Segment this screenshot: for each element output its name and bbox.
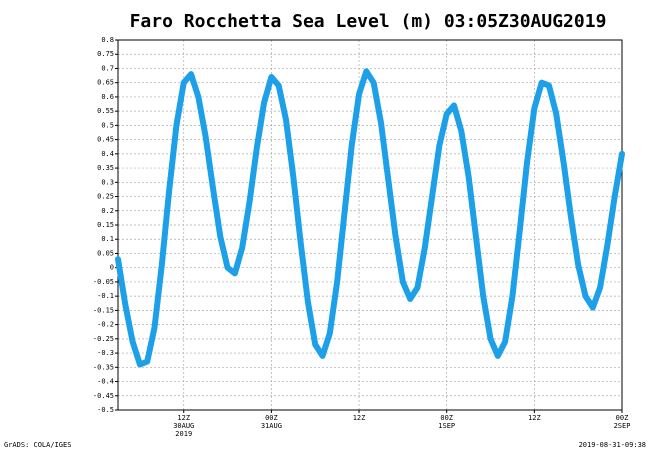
- y-tick-label: 0.3: [101, 178, 114, 186]
- x-tick-label: 12Z: [177, 414, 190, 422]
- x-tick-label: 1SEP: [438, 422, 455, 430]
- y-tick-label: 0.7: [101, 64, 114, 72]
- x-tick-label: 2SEP: [614, 422, 631, 430]
- footer-right: 2019-08-31-09:38: [579, 441, 646, 449]
- y-tick-label: -0.45: [93, 392, 114, 400]
- y-tick-label: -0.4: [97, 378, 114, 386]
- y-tick-label: 0.1: [101, 235, 114, 243]
- x-tick-label: 31AUG: [261, 422, 282, 430]
- data-line: [115, 68, 625, 368]
- y-tick-label: 0.8: [101, 36, 114, 44]
- y-tick-label: -0.35: [93, 363, 114, 371]
- y-tick-label: 0.2: [101, 207, 114, 215]
- y-tick-label: -0.25: [93, 335, 114, 343]
- y-tick-label: 0.5: [101, 121, 114, 129]
- x-tick-label: 00Z: [265, 414, 278, 422]
- y-tick-label: -0.5: [97, 406, 114, 414]
- x-tick-label: 12Z: [353, 414, 366, 422]
- y-tick-label: 0.75: [97, 50, 114, 58]
- y-tick-label: -0.2: [97, 321, 114, 329]
- y-tick-label: 0.15: [97, 221, 114, 229]
- y-tick-label: 0.25: [97, 193, 114, 201]
- y-tick-label: 0.4: [101, 150, 114, 158]
- y-tick-label: -0.05: [93, 278, 114, 286]
- x-tick-label: 00Z: [616, 414, 629, 422]
- y-tick-label: 0.35: [97, 164, 114, 172]
- y-tick-label: 0.05: [97, 249, 114, 257]
- chart-title: Faro Rocchetta Sea Level (m) 03:05Z30AUG…: [130, 11, 607, 32]
- y-tick-label: 0.6: [101, 93, 114, 101]
- y-tick-label: 0.45: [97, 136, 114, 144]
- y-tick-label: -0.1: [97, 292, 114, 300]
- y-tick-label: 0.65: [97, 79, 114, 87]
- x-tick-label: 30AUG: [173, 422, 194, 430]
- x-tick-label: 00Z: [440, 414, 453, 422]
- y-tick-label: 0.55: [97, 107, 114, 115]
- y-tick-label: -0.3: [97, 349, 114, 357]
- y-tick-label: -0.15: [93, 306, 114, 314]
- x-tick-label: 2019: [175, 430, 192, 438]
- y-tick-label: 0: [110, 264, 114, 272]
- footer-left: GrADS: COLA/IGES: [4, 441, 71, 449]
- plot-frame: [117, 39, 623, 411]
- x-tick-label: 12Z: [528, 414, 541, 422]
